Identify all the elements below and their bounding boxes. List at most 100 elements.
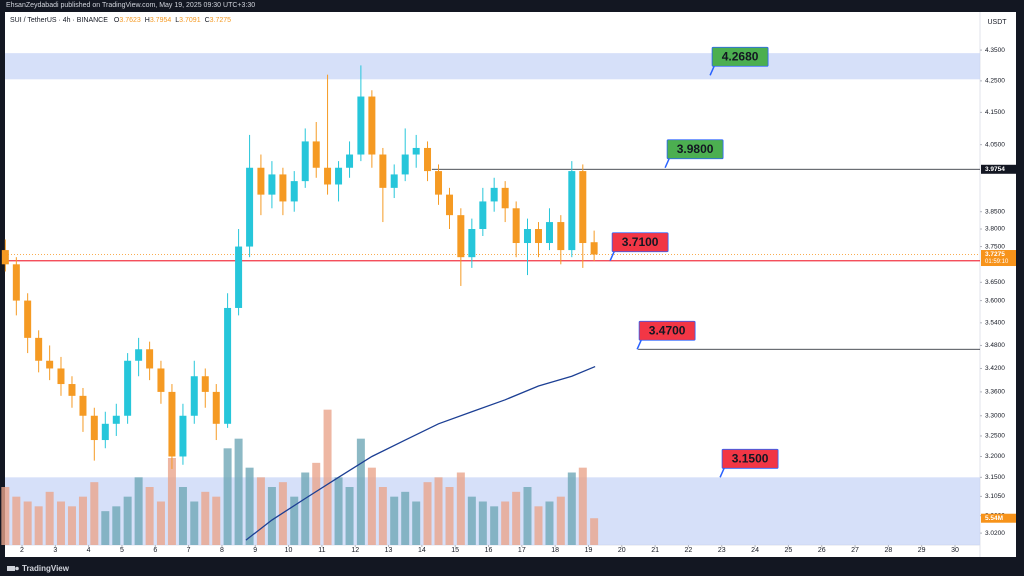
x-tick-label: 23 <box>718 547 726 554</box>
y-tick-label: 4.1500 <box>985 109 1005 116</box>
volume-bar <box>490 506 499 545</box>
volume-bar <box>101 511 110 545</box>
candle-body <box>534 229 542 244</box>
candle-body <box>257 167 265 195</box>
y-tick-label: 3.1050 <box>985 493 1005 500</box>
candle-body <box>90 415 98 441</box>
candle-body <box>568 171 576 251</box>
candle-body <box>146 349 154 369</box>
volume-bar <box>467 496 476 545</box>
candle-body <box>324 167 332 185</box>
x-tick-label: 8 <box>220 547 224 554</box>
publish-info: EhsanZeydabadi published on TradingView.… <box>6 2 255 9</box>
x-tick-label: 13 <box>385 547 393 554</box>
volume-bar <box>145 487 154 545</box>
volume-bar <box>501 501 510 545</box>
annotation-box <box>721 448 779 469</box>
candle-body <box>168 391 176 457</box>
candle-body <box>390 174 398 188</box>
annotation-label: 3.9800 <box>677 142 714 156</box>
volume-bar <box>134 477 143 545</box>
candle-body <box>135 349 143 361</box>
ohlc-key: H <box>145 17 150 24</box>
volume-bar <box>401 491 410 545</box>
annotation-pointer <box>609 251 615 262</box>
y-tick-label: 4.3500 <box>985 47 1005 54</box>
candle-body <box>468 229 476 258</box>
moving-average <box>245 365 596 541</box>
price-tag-label: 3.7275 <box>985 251 1005 258</box>
price-tag-label: 3.9754 <box>985 166 1005 173</box>
volume-bar <box>201 491 210 545</box>
candle-body <box>35 337 43 361</box>
volume-bar <box>534 506 543 545</box>
volume-bar <box>578 467 587 545</box>
candle-body <box>268 174 276 195</box>
volume-bar <box>178 487 187 545</box>
y-tick-label: 3.3000 <box>985 412 1005 419</box>
volume-bar <box>312 462 321 545</box>
volume-bar <box>267 487 276 545</box>
candle-body <box>545 222 553 244</box>
candle-body <box>579 171 587 244</box>
volume-tag <box>981 513 1016 523</box>
candle-body <box>424 147 432 172</box>
x-tick-label: 24 <box>751 547 759 554</box>
annotation-box <box>611 232 669 253</box>
y-tick-label: 3.4200 <box>985 365 1005 372</box>
x-tick-label: 5 <box>120 547 124 554</box>
x-tick-label: 7 <box>187 547 191 554</box>
volume-bar <box>256 477 265 545</box>
annotation-label: 3.1500 <box>732 451 769 465</box>
volume-bar <box>567 472 576 545</box>
zone <box>5 53 980 80</box>
annotation-label: 4.2680 <box>722 49 759 63</box>
annotation-pointer <box>709 65 715 76</box>
ohlc-key: O <box>114 17 120 24</box>
volume-bar <box>545 501 554 545</box>
x-tick-label: 22 <box>685 547 693 554</box>
annotation-pointer <box>636 339 642 350</box>
currency: USDT <box>987 19 1007 26</box>
volume-bar <box>1 487 10 545</box>
y-tick-label: 3.6000 <box>985 297 1005 304</box>
volume-bar <box>156 501 165 545</box>
symbol: SUI / TetherUS · 4h · BINANCE <box>10 17 108 24</box>
candle-body <box>112 415 120 424</box>
y-tick-label: 3.3600 <box>985 389 1005 396</box>
ohlc-value: 3.7954 <box>150 17 172 24</box>
candle-body <box>235 246 243 308</box>
candle-body <box>512 208 520 244</box>
y-tick-label: 3.2000 <box>985 453 1005 460</box>
candle-body <box>290 181 298 202</box>
candle-body <box>435 171 443 195</box>
candle-body <box>101 423 109 441</box>
ohlc-value: 3.7623 <box>119 17 141 24</box>
candle-body <box>79 395 87 416</box>
candle-body <box>523 229 531 244</box>
x-tick-label: 9 <box>253 547 257 554</box>
volume-bar <box>67 506 76 545</box>
volume-bar <box>556 496 565 545</box>
price-tag <box>981 250 1016 267</box>
volume-bar <box>290 496 299 545</box>
volume-bar <box>78 496 87 545</box>
volume-bar <box>23 501 32 545</box>
candle-body <box>346 154 354 168</box>
brand-logo <box>7 566 19 571</box>
x-tick-label: 28 <box>884 547 892 554</box>
x-tick-label: 26 <box>818 547 826 554</box>
volume-bar <box>412 501 421 545</box>
candle-body <box>368 96 376 155</box>
x-tick-label: 30 <box>951 547 959 554</box>
candle-body <box>124 360 132 416</box>
chart-area <box>5 12 1016 557</box>
volume-bar <box>301 472 310 545</box>
annotation-label: 3.7100 <box>622 235 659 249</box>
candle-body <box>1 250 9 265</box>
y-tick-label: 3.8500 <box>985 208 1005 215</box>
x-tick-label: 17 <box>518 547 526 554</box>
volume-bar <box>56 501 65 545</box>
candle-body <box>501 187 509 209</box>
